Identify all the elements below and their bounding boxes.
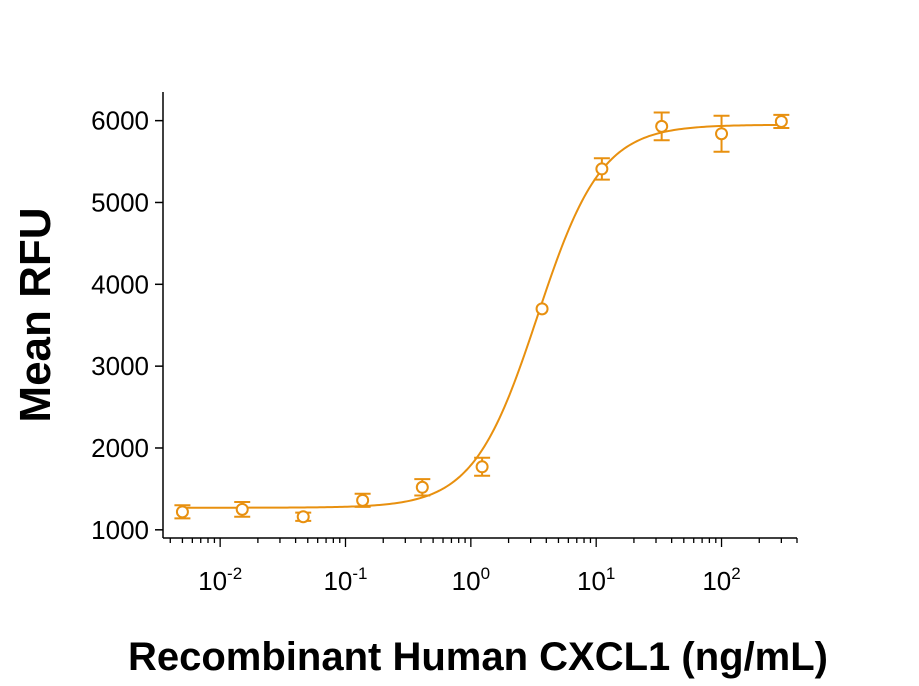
data-marker: [356, 493, 370, 507]
data-marker: [475, 460, 489, 474]
y-tick-label: 1000: [91, 515, 149, 545]
data-marker: [774, 114, 788, 128]
data-point: [593, 157, 610, 181]
data-marker: [655, 119, 669, 133]
data-point: [653, 111, 670, 142]
y-tick-label: 6000: [91, 106, 149, 136]
data-marker: [415, 480, 429, 494]
fit-curve-layer: [182, 123, 782, 509]
data-marker: [535, 302, 549, 316]
x-axis-label: Recombinant Human CXCL1 (ng/mL): [128, 635, 828, 679]
data-point: [174, 504, 191, 520]
x-axis: 10-2 10-1 100 101 102: [163, 537, 798, 596]
data-marker: [175, 505, 189, 519]
data-points-layer: [174, 111, 790, 524]
x-tick-label: 100: [452, 564, 490, 596]
data-point: [414, 478, 431, 497]
data-point: [354, 492, 371, 508]
y-axis-label: Mean RFU: [11, 207, 60, 422]
data-marker: [715, 127, 729, 141]
data-marker: [595, 162, 609, 176]
x-tick-label: 10-2: [198, 564, 242, 596]
data-point: [535, 302, 549, 316]
data-marker: [235, 502, 249, 516]
data-point: [773, 113, 790, 130]
data-point: [234, 500, 251, 518]
data-point: [713, 114, 730, 153]
x-tick-label: 10-1: [323, 564, 367, 596]
y-tick-label: 2000: [91, 433, 149, 463]
y-axis: 1000 2000 3000 4000 5000 6000: [91, 92, 164, 545]
x-tick-label: 101: [577, 564, 615, 596]
y-tick-label: 4000: [91, 269, 149, 299]
data-point: [474, 456, 491, 477]
y-tick-label: 3000: [91, 351, 149, 381]
y-tick-label: 5000: [91, 187, 149, 217]
data-point: [295, 510, 312, 524]
data-marker: [296, 510, 310, 524]
fit-curve: [182, 123, 782, 509]
x-tick-label: 102: [702, 564, 740, 596]
